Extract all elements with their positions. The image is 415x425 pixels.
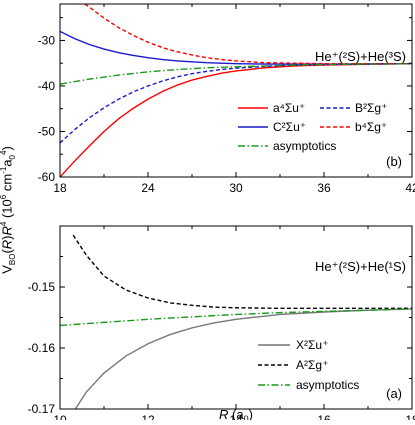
series-group [60,234,412,409]
legend-label: X²Σu⁺ [296,338,328,352]
x-tick-label: 18 [405,413,415,420]
panel-a: 1012141618-0.17-0.16-0.15He⁺(²S)+He(¹S)(… [28,225,415,425]
y-tick-label: -50 [38,124,56,138]
series-line-2 [60,62,412,144]
legend-label: B²Σg⁺ [355,101,387,115]
series-group [60,4,412,177]
legend: X²Σu⁺ A²Σg⁺ asymptotics [258,338,359,392]
y-tick-label: -30 [38,33,56,47]
x-tick-label: 24 [141,181,155,195]
series-line-4 [60,62,412,85]
x-tick-label: 42 [405,181,415,195]
legend-label: C²Σu⁺ [273,120,306,134]
series-line-2 [60,308,412,327]
legend-label: asymptotics [296,378,359,392]
legend-label: A²Σg⁺ [296,358,328,372]
y-tick-label: -0.16 [28,341,56,355]
x-tick-label: 18 [53,181,67,195]
x-tick-label: 36 [317,181,331,195]
legend-label: asymptotics [273,139,336,153]
legend: a⁴Σu⁺ B²Σg⁺ C²Σu⁺ b⁴Σg⁺ asymptotics [238,101,387,153]
y-tick-label: -60 [38,170,56,184]
series-line-1 [72,234,412,310]
y-tick-label: -40 [38,79,56,93]
series-line-3 [84,4,412,65]
y-tick-label: -0.17 [28,402,56,416]
x-tick-label: 10 [53,413,67,420]
panel-b: 1824303642-60-50-40-30He⁺(²S)+He(³S)(b)a… [38,3,415,195]
series-line-0 [60,62,412,177]
x-tick-label: 16 [317,413,331,420]
x-tick-label: 12 [141,413,155,420]
axes-frame [59,3,413,178]
series-line-0 [74,308,412,409]
x-tick-label: 30 [229,181,243,195]
y-tick-label: -0.15 [28,280,56,294]
x-axis-label: R (a0) [219,407,253,420]
annotation: He⁺(²S)+He(³S) [315,49,406,64]
panel-label: (a) [386,386,402,401]
y-axis-label-box: VBO(R)R4 (106 cm-1a04) [0,100,17,320]
panel-label: (b) [386,154,402,169]
legend-label: b⁴Σg⁺ [355,120,387,134]
y-axis-label: VBO(R)R4 (106 cm-1a04) [0,146,17,274]
annotation: He⁺(²S)+He(¹S) [315,259,406,274]
legend-label: a⁴Σu⁺ [273,101,305,115]
